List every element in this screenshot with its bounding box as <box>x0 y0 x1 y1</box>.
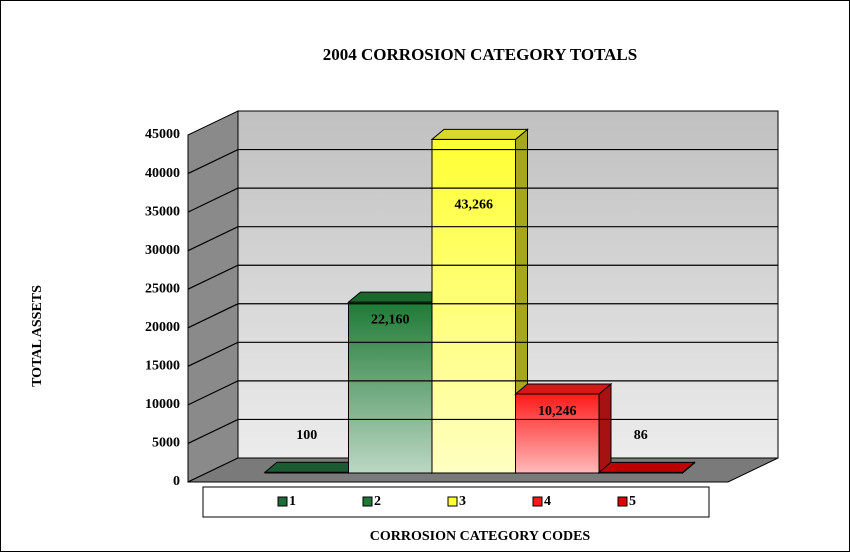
bar-top <box>263 461 362 473</box>
value-label: 10,246 <box>538 404 577 419</box>
grid-line <box>187 303 778 329</box>
grid-line <box>187 187 778 213</box>
y-tick-label: 0 <box>173 474 180 489</box>
grid-line <box>187 148 778 175</box>
legend-swatch <box>362 496 373 507</box>
value-label: 86 <box>634 428 648 443</box>
legend-swatch <box>277 496 288 507</box>
grid-line <box>187 418 778 444</box>
bar-top <box>430 128 529 140</box>
value-label: 100 <box>296 428 317 443</box>
legend-swatch <box>447 496 458 507</box>
value-label: 22,160 <box>371 312 410 327</box>
legend-label: 1 <box>289 494 296 509</box>
y-tick-label: 5000 <box>152 436 180 451</box>
grid-line <box>187 226 778 252</box>
bar <box>348 301 433 474</box>
y-tick-label: 25000 <box>145 281 180 296</box>
bar <box>431 138 516 474</box>
bar-top <box>597 461 696 473</box>
legend-label: 5 <box>629 494 636 509</box>
y-tick-label: 35000 <box>145 204 180 219</box>
legend-label: 3 <box>459 494 466 509</box>
grid-line <box>187 264 778 290</box>
bar-side <box>598 382 612 475</box>
y-axis-label: TOTAL ASSETS <box>30 285 45 387</box>
bar-top <box>347 291 446 303</box>
y-tick-label: 20000 <box>145 320 180 335</box>
legend-swatch <box>617 496 628 507</box>
bar-top <box>514 383 613 395</box>
legend-label: 2 <box>374 494 381 509</box>
y-tick-label: 40000 <box>145 166 180 181</box>
y-tick-label: 45000 <box>145 127 180 142</box>
legend-label: 4 <box>544 494 551 509</box>
x-axis-label: CORROSION CATEGORY CODES <box>370 529 591 544</box>
grid-line <box>187 380 778 406</box>
value-label: 43,266 <box>455 198 494 213</box>
bar <box>515 393 600 474</box>
legend-swatch <box>532 496 543 507</box>
y-tick-label: 15000 <box>145 359 180 374</box>
chart-title: 2004 CORROSION CATEGORY TOTALS <box>323 45 637 64</box>
side-wall <box>187 110 239 483</box>
y-tick-label: 10000 <box>145 397 180 412</box>
grid-line <box>187 341 778 367</box>
y-tick-label: 30000 <box>145 243 180 258</box>
